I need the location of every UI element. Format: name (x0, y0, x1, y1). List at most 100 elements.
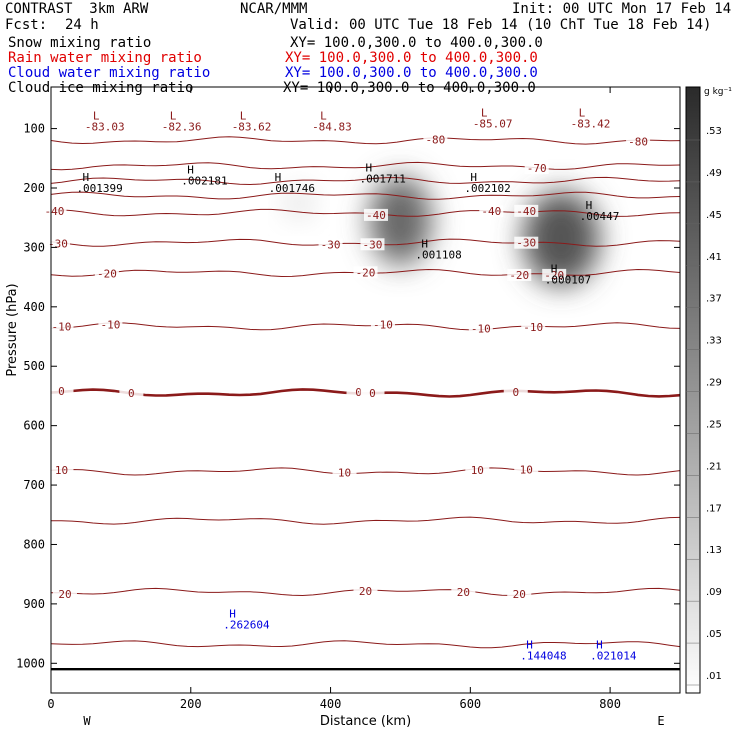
model-title: CONTRAST 3km ARW (5, 1, 149, 17)
contour-label-bg (42, 205, 67, 218)
colorbar-tick-label: .45 (706, 210, 722, 221)
forecast-label: Fcst: (5, 17, 48, 33)
contour-label: -80 (425, 133, 445, 146)
contour-label: 10 (471, 464, 484, 477)
extremum-h: H (421, 237, 428, 250)
extremum-h: H (366, 161, 373, 174)
contour-label: 10 (338, 466, 351, 479)
contour-label-bg (332, 466, 357, 479)
extremum-h: H (596, 638, 603, 651)
colorbar-tick-label: .37 (706, 294, 722, 305)
temperature-contour (50, 191, 681, 200)
contour-label: 0 (58, 385, 65, 398)
colorbar-tick-label: .33 (706, 336, 722, 347)
colorbar-tick-label: .13 (706, 545, 722, 556)
y-tick-label: 400 (23, 300, 45, 314)
extremum-value: -85.07 (473, 118, 513, 131)
contour-label: 0 (128, 387, 135, 400)
contour-label: -40 (516, 205, 536, 218)
extremum-l: L (240, 110, 247, 123)
extremum-h: H (526, 638, 533, 651)
extremum-value: .000107 (545, 273, 591, 286)
contour-label-bg (49, 464, 74, 477)
contour-label: -10 (373, 318, 393, 331)
temperature-contour (50, 516, 681, 525)
contour-label: -80 (628, 135, 648, 148)
x-tick-label: 800 (599, 697, 621, 711)
contour-label: 0 (355, 386, 362, 399)
contour-label-bg (370, 318, 395, 331)
contour-label: -20 (544, 269, 564, 282)
extremum-h: H (275, 171, 282, 184)
contour-label-bg (451, 585, 476, 598)
colorbar-tick-label: .49 (706, 168, 722, 179)
temperature-contour (50, 322, 681, 331)
contour-label: 20 (359, 585, 372, 598)
field-xy-cloud-water: XY= 100.0,300.0 to 400.0,300.0 (285, 65, 538, 81)
contour-label-bg (514, 463, 539, 476)
x-axis-label: Distance (km) (320, 714, 411, 729)
contour-label: 10 (55, 464, 68, 477)
contour-label: -40 (366, 209, 386, 222)
contour-label: -20 (97, 267, 117, 280)
field-name-snow: Snow mixing ratio (8, 35, 152, 51)
extremum-h: H (229, 608, 236, 621)
x-tick-label: 600 (459, 697, 481, 711)
y-tick-label: 600 (23, 419, 45, 433)
extremum-value: .001399 (76, 182, 122, 195)
colorbar-tick-label: .21 (706, 461, 722, 472)
field-xy-cloud-ice: XY= 100.0,300.0 to 400.0,300.0 (283, 80, 536, 96)
extremum-value: -83.42 (571, 118, 611, 131)
colorbar (685, 86, 701, 694)
colorbar-tick-label: .25 (706, 419, 722, 430)
extremum-l: L (579, 107, 586, 120)
contour-label: 10 (520, 463, 533, 476)
endpoint-east: E (657, 714, 664, 728)
colorbar-tick-label: .41 (706, 252, 722, 263)
colorbar-unit: g kg⁻¹ (704, 87, 732, 97)
extremum-value: .144048 (520, 649, 566, 662)
contour-label-bg (479, 205, 504, 218)
contour-label-bg (318, 238, 343, 251)
extremum-l: L (170, 110, 177, 123)
contour-label-bg (45, 237, 70, 250)
field-name-rain: Rain water mixing ratio (8, 50, 202, 66)
contour-label-bg (98, 318, 123, 331)
extremum-value: .001711 (360, 172, 406, 185)
extremum-value: .001108 (415, 248, 461, 261)
contour-label: -10 (471, 323, 491, 336)
field-xy-rain: XY= 100.0,300.0 to 400.0,300.0 (285, 50, 538, 66)
field-name-cloud-ice: Cloud ice mixing ratio (8, 80, 194, 96)
temperature-contour (50, 640, 681, 649)
contour-label-bg (521, 321, 546, 334)
field-xy-snow: XY= 100.0,300.0 to 400.0,300.0 (290, 35, 543, 51)
contour-label-bg (363, 208, 388, 221)
plot-frame (50, 86, 681, 694)
contour-label: 20 (513, 588, 526, 601)
contour-label-bg (507, 268, 532, 281)
contour-label: -10 (100, 318, 120, 331)
colorbar-tick-label: .05 (706, 629, 722, 640)
extremum-value: -83.62 (232, 121, 272, 134)
contour-label: 20 (58, 588, 71, 601)
x-tick-label: 200 (180, 697, 202, 711)
extremum-value: .002102 (464, 182, 510, 195)
extremum-value: -84.83 (312, 121, 352, 134)
contour-label-bg (514, 236, 539, 249)
y-tick-label: 300 (23, 240, 45, 254)
colorbar-tick-label: .09 (706, 587, 722, 598)
mixing-ratio-shade-2 (285, 188, 314, 218)
temperature-contour (50, 176, 681, 186)
y-tick-label: 700 (23, 478, 45, 492)
contour-label-bg (119, 386, 144, 399)
valid-time: Valid: 00 UTC Tue 18 Feb 14 (10 ChT Tue … (290, 17, 712, 33)
extremum-l: L (320, 110, 327, 123)
contour-label-bg (626, 135, 651, 148)
extremum-value: .00447 (580, 210, 620, 223)
colorbar-tick-label: .53 (706, 126, 722, 137)
y-tick-label: 100 (23, 122, 45, 136)
contour-label-bg (360, 386, 385, 399)
contour-label-bg (507, 588, 532, 601)
temperature-contour (50, 161, 681, 171)
